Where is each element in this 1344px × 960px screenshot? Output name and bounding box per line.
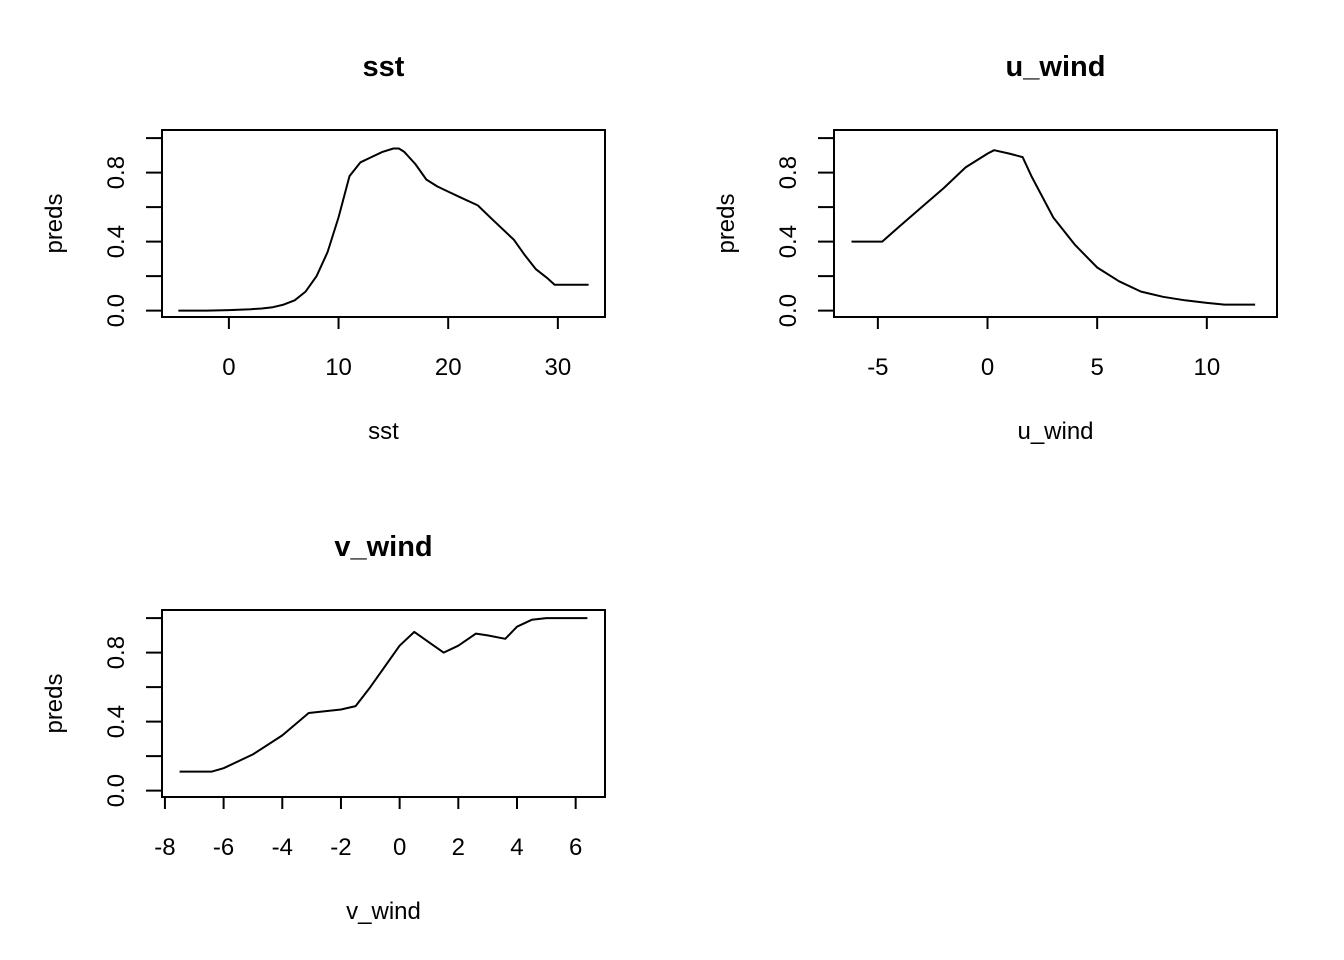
plot-frame xyxy=(833,129,1278,318)
chart-title: u_wind xyxy=(1006,51,1106,83)
y-tick-label: 0.8 xyxy=(103,156,130,189)
x-tick-label: 0 xyxy=(393,834,406,861)
y-axis-label: preds xyxy=(713,193,740,253)
series-line xyxy=(179,617,588,773)
x-axis-label: u_wind xyxy=(1017,418,1093,445)
x-tick-label: 10 xyxy=(325,354,352,381)
x-tick-label: 30 xyxy=(544,354,571,381)
chart-title: v_wind xyxy=(334,531,432,563)
y-tick-label: 0.0 xyxy=(103,774,130,807)
y-tick-label: 0.8 xyxy=(775,156,802,189)
chart-title: sst xyxy=(363,51,405,83)
x-tick-label: -4 xyxy=(272,834,293,861)
x-tick-label: 4 xyxy=(510,834,523,861)
y-tick-label: 0.4 xyxy=(103,225,130,258)
panel-v_wind: v_wind -8 -6 -4 -2 0 2 4 6 v_wind 0.0 0.4 0.8 preds xyxy=(41,531,606,925)
x-tick-label: 6 xyxy=(569,834,582,861)
x-axis-label: sst xyxy=(368,418,399,445)
x-tick-label: -8 xyxy=(154,834,175,861)
x-tick-label: 5 xyxy=(1090,354,1103,381)
plot-frame xyxy=(161,609,606,798)
panel-u_wind: u_wind -5 0 5 10 u_wind 0.0 0.4 0.8 preds xyxy=(713,51,1278,445)
x-axis-label: v_wind xyxy=(346,898,421,925)
x-tick-label: 0 xyxy=(222,354,235,381)
series-line xyxy=(178,147,589,312)
y-tick-label: 0.4 xyxy=(775,225,802,258)
x-tick-label: -5 xyxy=(867,354,888,381)
x-tick-label: 2 xyxy=(452,834,465,861)
y-tick-label: 0.8 xyxy=(103,636,130,669)
x-tick-label: 10 xyxy=(1193,354,1220,381)
x-tick-label: 20 xyxy=(435,354,462,381)
x-tick-label: 0 xyxy=(981,354,994,381)
x-tick-label: -2 xyxy=(330,834,351,861)
y-tick-label: 0.0 xyxy=(103,294,130,327)
series-line xyxy=(851,149,1256,306)
y-tick-label: 0.4 xyxy=(103,705,130,738)
panel-sst: sst 0 10 20 30 sst 0.0 0.4 0.8 preds xyxy=(41,51,606,445)
y-axis-label: preds xyxy=(41,673,68,733)
plot-frame xyxy=(161,129,606,318)
x-tick-label: -6 xyxy=(213,834,234,861)
y-axis-label: preds xyxy=(41,193,68,253)
y-tick-label: 0.0 xyxy=(775,294,802,327)
